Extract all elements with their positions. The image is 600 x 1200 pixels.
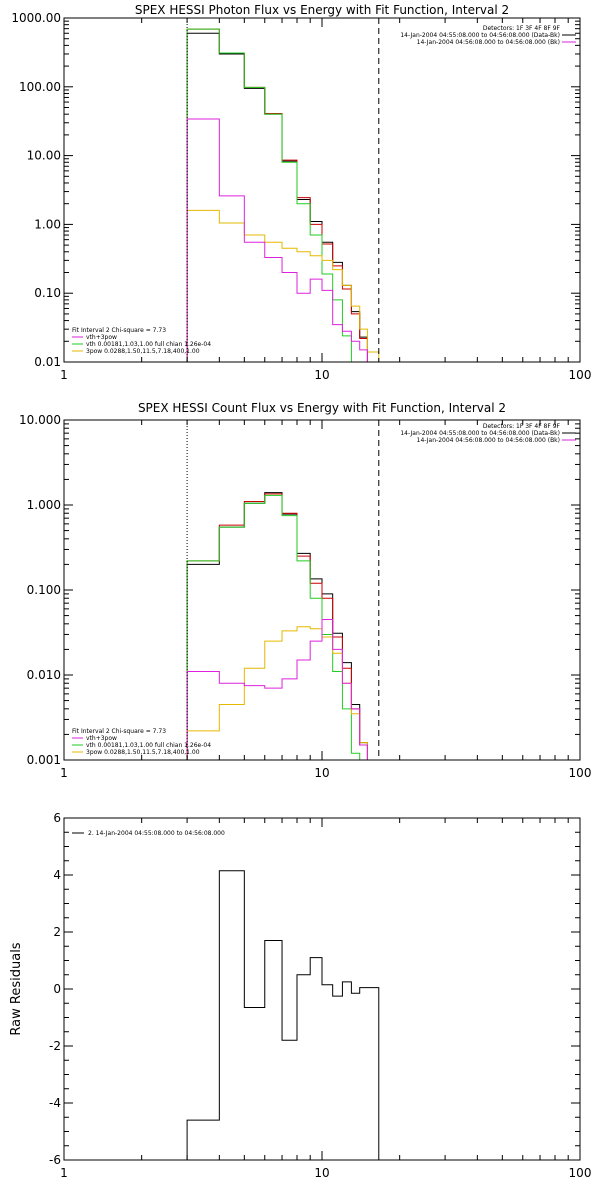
photon-flux-fit-item-3: 3pow 0.0288,1.50,11.5,7.18,400,1.00: [86, 348, 200, 355]
count-flux-series-vth: [186, 494, 368, 761]
count-flux-series-vth-3pow: [186, 493, 368, 760]
count-flux-series: [186, 492, 391, 761]
residuals-ylabel: Raw Residuals: [9, 942, 24, 1035]
photon-flux-fit-legend: Fit Interval 2 Chi-square = 7.73 vth+3po…: [72, 327, 211, 355]
residuals-series: [186, 870, 380, 1160]
photon-flux-ytick-label: 0.10: [34, 286, 61, 300]
photon-flux-series: [186, 28, 391, 363]
count-flux-title: SPEX HESSI Count Flux vs Energy with Fit…: [138, 401, 506, 415]
photon-flux-series-vth: [186, 28, 368, 363]
count-flux-info: Detectors: 1F 3F 4F 8F 9F 14-Jan-2004 04…: [400, 423, 576, 444]
count-flux-xtick-label: 1: [60, 766, 68, 780]
count-flux-ytick-label: 10.000: [19, 413, 61, 427]
photon-flux-info: Detectors: 1F 3F 4F 8F 9F 14-Jan-2004 04…: [400, 25, 576, 46]
residuals-ytick-label: -2: [49, 1039, 61, 1053]
photon-flux-detectors: Detectors: 1F 3F 4F 8F 9F: [483, 25, 561, 32]
residuals-ytick-label: 2: [53, 925, 61, 939]
photon-flux-ytick-label: 100.00: [19, 80, 61, 94]
count-flux-fit-item-2: vth 0.00181,1.03,1.00 full chian 1.26e-0…: [86, 742, 211, 749]
count-flux-detectors: Detectors: 1F 3F 4F 8F 9F: [483, 423, 561, 430]
count-flux-ytick-label: 1.000: [27, 498, 61, 512]
photon-flux-xtick-label: 10: [314, 368, 329, 382]
photon-flux-series-bk: [186, 118, 368, 362]
photon-flux-ytick-label: 10.00: [27, 149, 61, 163]
residuals-xtick-label: 1: [60, 1166, 68, 1180]
count-flux-ytick-label: 0.100: [27, 583, 61, 597]
count-flux-series-3pow: [186, 626, 391, 761]
residuals-panel: 1 10 100 -6 -4 -2 0 2 4 6 Raw Residuals 2. 14-Jan…: [9, 811, 591, 1180]
count-flux-vlines: [186, 420, 380, 760]
photon-flux-ytick-label: 1.00: [34, 217, 61, 231]
residuals-ytick-label: -4: [49, 1096, 61, 1110]
count-flux-series-data-bk: [186, 492, 368, 760]
count-flux-ytick-label: 0.010: [27, 668, 61, 682]
count-flux-series-bk: [186, 618, 379, 761]
residuals-ytick-label: 0: [53, 982, 61, 996]
photon-flux-vlines: [186, 18, 380, 362]
residuals-xtick-label: 10: [314, 1166, 329, 1180]
residuals-legend-text: 2. 14-Jan-2004 04:55:08.000 to 04:56:08.…: [88, 830, 225, 837]
photon-flux-fit-chisq: Fit Interval 2 Chi-square = 7.73: [72, 327, 166, 334]
count-flux-xtick-label: 100: [569, 766, 592, 780]
residuals-axes: 1 10 100 -6 -4 -2 0 2 4 6: [49, 811, 591, 1180]
photon-flux-xtick-label: 100: [569, 368, 592, 382]
photon-flux-series-data-bk: [186, 32, 368, 362]
photon-flux-data-interval: 14-Jan-2004 04:55:08.000 to 04:56:08.000…: [400, 32, 560, 39]
photon-flux-ytick-label: 0.01: [34, 355, 61, 369]
count-flux-panel: SPEX HESSI Count Flux vs Energy with Fit…: [19, 401, 591, 780]
photon-flux-ytick-label: 1000.00: [11, 11, 61, 25]
count-flux-fit-legend: Fit Interval 2 Chi-square = 7.73 vth+3po…: [72, 728, 211, 756]
residuals-xtick-label: 100: [569, 1166, 592, 1180]
count-flux-fit-item-3: 3pow 0.0288,1.50,11.5,7.18,400,1.00: [86, 749, 200, 756]
residuals-series-residuals: [186, 870, 380, 1160]
count-flux-fit-chisq: Fit Interval 2 Chi-square = 7.73: [72, 728, 166, 735]
photon-flux-plot-frame: [63, 17, 581, 363]
photon-flux-axes: 1 10 100 0.01 0.10 1.00 10.00 100.00 1000.00: [11, 11, 591, 382]
count-flux-ytick-label: 0.001: [27, 753, 61, 767]
photon-flux-bk-interval: 14-Jan-2004 04:56:08.000 to 04:56:08.000…: [417, 39, 560, 46]
photon-flux-title: SPEX HESSI Photon Flux vs Energy with Fi…: [135, 3, 509, 17]
photon-flux-fit-item-1: vth+3pow: [86, 334, 117, 341]
photon-flux-series-vth-3pow: [186, 28, 368, 362]
residuals-ytick-label: 6: [53, 811, 61, 825]
residuals-ytick-label: 4: [53, 868, 61, 882]
count-flux-plot-frame: [63, 419, 581, 761]
count-flux-data-interval: 14-Jan-2004 04:55:08.000 to 04:56:08.000…: [400, 430, 560, 437]
photon-flux-panel: SPEX HESSI Photon Flux vs Energy with Fi…: [11, 3, 591, 382]
count-flux-fit-item-1: vth+3pow: [86, 735, 117, 742]
photon-flux-series-3pow: [186, 209, 391, 363]
residuals-ytick-label: -6: [49, 1153, 61, 1167]
count-flux-axes: 1 10 100 0.001 0.010 0.100 1.000 10.000: [19, 413, 591, 780]
photon-flux-fit-item-2: vth 0.00181,1.03,1.00 full chian 1.26e-0…: [86, 341, 211, 348]
residuals-plot-frame: [63, 817, 581, 1161]
photon-flux-xtick-label: 1: [60, 368, 68, 382]
count-flux-xtick-label: 10: [314, 766, 329, 780]
count-flux-bk-interval: 14-Jan-2004 04:56:08.000 to 04:56:08.000…: [417, 437, 560, 444]
